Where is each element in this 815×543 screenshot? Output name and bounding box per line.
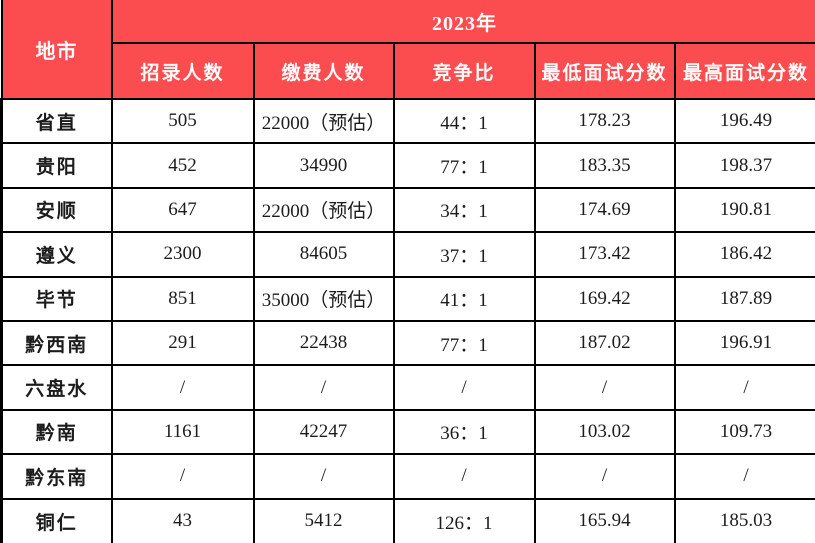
table-cell: 84605 [252, 231, 395, 278]
table-cell: / [673, 364, 815, 411]
table-cell: 196.91 [673, 319, 815, 367]
table-cell: 186.42 [673, 231, 815, 278]
table-cell: / [392, 453, 536, 500]
column-header-row: 招录人数 缴费人数 竞争比 最低面试分数 最高面试分数 [2, 42, 815, 100]
col-header-min-score: 最低面试分数 [533, 42, 676, 100]
table-cell: 109.73 [673, 408, 815, 456]
table-cell: 37：1 [392, 231, 536, 278]
year-header-row: 地市 2023年 [0, 0, 815, 100]
table-cell: 126：1 [392, 497, 536, 543]
table-cell: 187.02 [533, 319, 676, 367]
row-city-label: 黔南 [0, 408, 113, 456]
table-body: 省直 505 22000（预估） 44：1 178.23 196.49 贵阳 452 34990… [0, 97, 815, 543]
col-header-recruited: 招录人数 [110, 42, 255, 100]
table-cell: 178.23 [533, 97, 676, 145]
table-cell: 44：1 [392, 97, 536, 145]
table-cell: / [533, 453, 676, 500]
table-cell: 169.42 [533, 275, 676, 322]
table-cell: 1161 [110, 408, 255, 456]
table-cell: 42247 [252, 408, 395, 456]
year-header: 2023年 [110, 0, 815, 44]
table-cell: 103.02 [533, 408, 676, 456]
table-cell: / [252, 364, 395, 411]
row-city-label: 黔东南 [0, 453, 113, 500]
table-cell: 291 [110, 319, 255, 367]
table-cell: 505 [110, 97, 255, 145]
table-cell: 22000（预估） [252, 97, 395, 145]
row-city-label: 六盘水 [0, 364, 113, 411]
table-cell: 5412 [252, 497, 395, 543]
col-header-paid: 缴费人数 [252, 42, 395, 100]
table-cell: 22000（预估） [252, 186, 395, 234]
table-cell: 851 [110, 275, 255, 322]
table-cell: 36：1 [392, 408, 536, 456]
table-row: 六盘水 / / / / / [0, 364, 815, 411]
table-cell: 173.42 [533, 231, 676, 278]
table-row: 毕节 851 35000（预估） 41：1 169.42 187.89 [0, 275, 815, 322]
table-cell: 196.49 [673, 97, 815, 145]
col-header-ratio: 竞争比 [392, 42, 536, 100]
table-cell: 2300 [110, 231, 255, 278]
corner-header-city: 地市 [0, 0, 113, 100]
table-row: 省直 505 22000（预估） 44：1 178.23 196.49 [0, 97, 815, 145]
table-cell: 183.35 [533, 142, 676, 189]
table-cell: 165.94 [533, 497, 676, 543]
table-cell: 77：1 [392, 319, 536, 367]
row-city-label: 安顺 [0, 186, 113, 234]
table-cell: 647 [110, 186, 255, 234]
row-city-label: 省直 [0, 97, 113, 145]
table-cell: / [252, 453, 395, 500]
table-cell: 198.37 [673, 142, 815, 189]
table-cell: 185.03 [673, 497, 815, 543]
col-header-max-score: 最高面试分数 [673, 42, 815, 100]
table-cell: 34：1 [392, 186, 536, 234]
table-cell: 452 [110, 142, 255, 189]
table-header: 地市 2023年 招录人数 缴费人数 竞争比 最低面试分数 最高面试分数 [0, 0, 815, 100]
table-cell: 34990 [252, 142, 395, 189]
table-cell: / [392, 364, 536, 411]
row-city-label: 黔西南 [0, 319, 113, 367]
table-row: 黔西南 291 22438 77：1 187.02 196.91 [0, 319, 815, 367]
table-row: 黔东南 / / / / / [0, 453, 815, 500]
table-cell: / [673, 453, 815, 500]
row-city-label: 遵义 [0, 231, 113, 278]
row-city-label: 毕节 [0, 275, 113, 322]
table-row: 黔南 1161 42247 36：1 103.02 109.73 [0, 408, 815, 456]
table-cell: 41：1 [392, 275, 536, 322]
table-cell: 77：1 [392, 142, 536, 189]
table-cell: 22438 [252, 319, 395, 367]
table-cell: 190.81 [673, 186, 815, 234]
table-row: 铜仁 43 5412 126：1 165.94 185.03 [0, 497, 815, 543]
row-city-label: 铜仁 [0, 497, 113, 543]
table-cell: / [110, 364, 255, 411]
table-row: 贵阳 452 34990 77：1 183.35 198.37 [0, 142, 815, 189]
table-cell: 43 [110, 497, 255, 543]
table-cell: / [110, 453, 255, 500]
table-cell: / [533, 364, 676, 411]
table-row: 安顺 647 22000（预估） 34：1 174.69 190.81 [0, 186, 815, 234]
table-cell: 35000（预估） [252, 275, 395, 322]
table-cell: 174.69 [533, 186, 676, 234]
row-city-label: 贵阳 [0, 142, 113, 189]
table-row: 遵义 2300 84605 37：1 173.42 186.42 [0, 231, 815, 278]
table-cell: 187.89 [673, 275, 815, 322]
